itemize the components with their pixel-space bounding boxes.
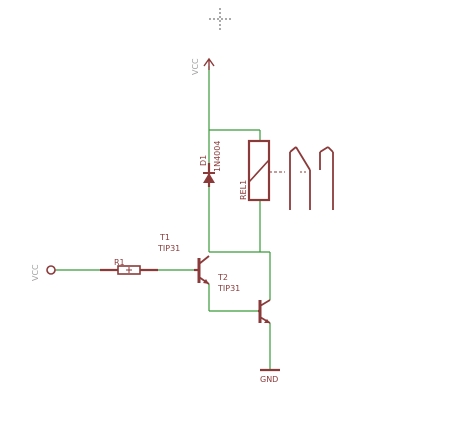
d1-value-label: 1N4004 [213, 141, 222, 172]
t2-label: T2 [217, 273, 228, 282]
vcc-top-label: VCC [191, 58, 200, 75]
wires [55, 66, 271, 370]
relay-rel1-coil[interactable] [247, 139, 271, 202]
transistor-t2[interactable] [258, 299, 271, 324]
r1-label: R1 [114, 258, 125, 267]
resistor-r1[interactable] [100, 265, 158, 275]
vcc-left-symbol[interactable] [46, 265, 56, 275]
vcc-top-symbol[interactable] [203, 57, 215, 70]
vcc-left-label: VCC [31, 264, 40, 281]
d1-label: D1 [199, 155, 208, 166]
origin-crosshair-icon [209, 8, 231, 30]
rel1-label: REL1 [239, 180, 248, 200]
diode-d1[interactable] [203, 163, 215, 187]
transistor-t1[interactable] [194, 255, 210, 285]
t2-value-label: TIP31 [217, 284, 240, 293]
gnd-label: GND [260, 375, 278, 384]
t1-value-label: TIP31 [157, 244, 180, 253]
t1-label: T1 [159, 233, 170, 242]
relay-contacts[interactable] [269, 146, 334, 210]
